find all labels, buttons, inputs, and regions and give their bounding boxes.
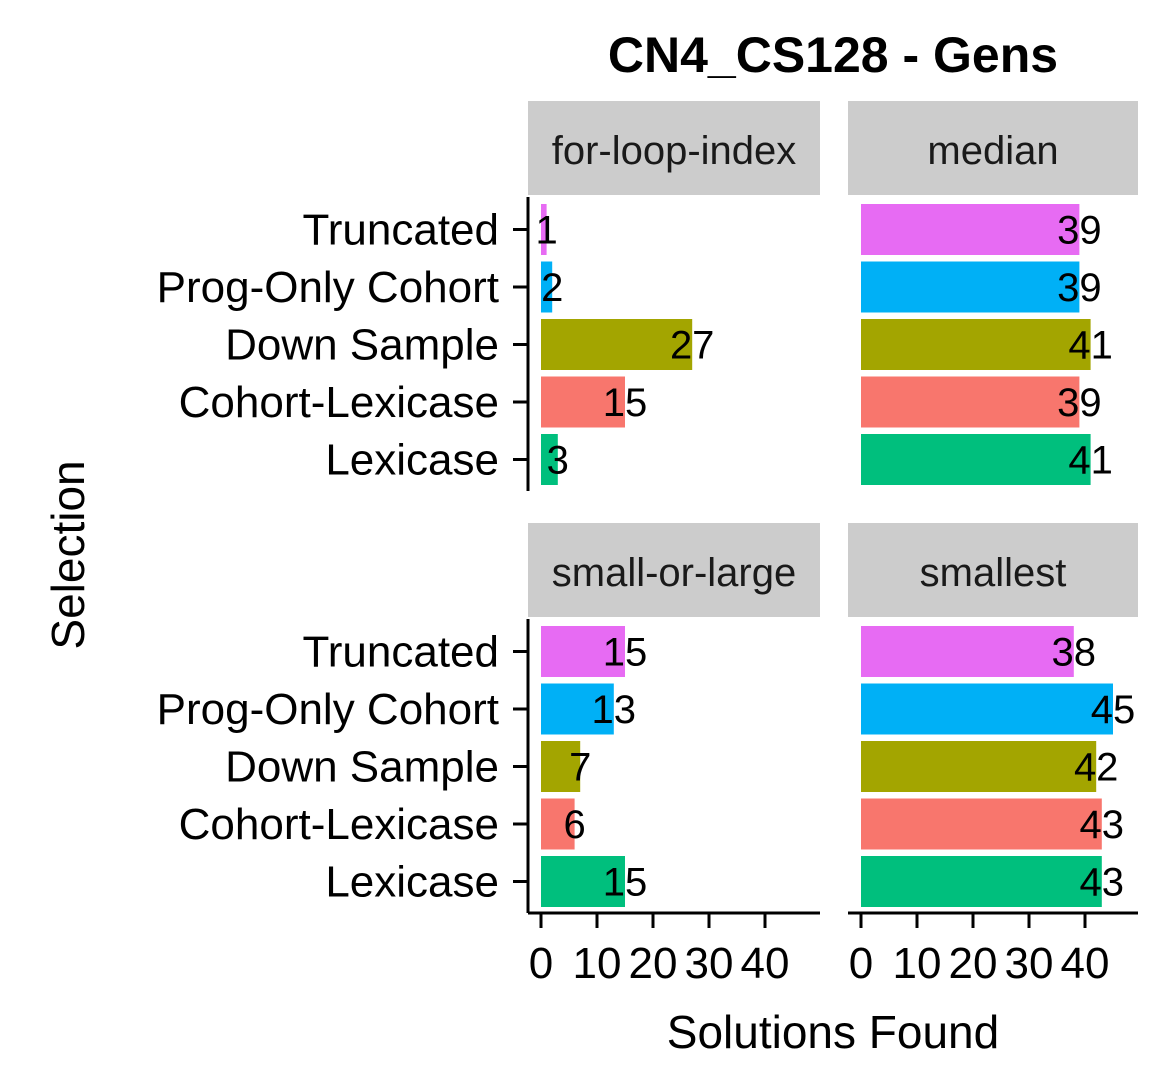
bar-value-label: 15 [603, 631, 648, 675]
bar-lexicase [861, 434, 1091, 485]
y-tick-label: Prog-Only Cohort [157, 263, 499, 312]
bar-value-label: 45 [1091, 688, 1136, 732]
x-tick-label: 20 [949, 939, 998, 988]
x-tick-label: 0 [849, 939, 873, 988]
bar-value-label: 27 [670, 324, 715, 368]
bar-cohort-lexicase [861, 376, 1080, 428]
y-tick-label: Lexicase [325, 858, 499, 907]
x-tick-label: 30 [1005, 939, 1054, 988]
facet-strip-background [848, 523, 1138, 617]
bar-value-label: 43 [1080, 803, 1125, 847]
bar-truncated [861, 626, 1074, 677]
bar-cohort-lexicase [541, 376, 625, 428]
facet-panel-median: median 39 39 41 39 41 [848, 101, 1138, 485]
facet-strip-label: smallest [920, 551, 1067, 595]
x-tick-label: 40 [1061, 939, 1110, 988]
bar-value-label: 13 [592, 688, 637, 732]
bar-value-label: 43 [1080, 861, 1125, 905]
bar-truncated [861, 204, 1080, 255]
bar-value-label: 15 [603, 381, 648, 425]
y-tick-label: Lexicase [325, 436, 499, 485]
bar-value-label: 39 [1057, 266, 1102, 310]
chart-title: CN4_CS128 - Gens [608, 27, 1058, 83]
bar-value-label: 38 [1052, 631, 1097, 675]
bar-prog-only-cohort [541, 683, 614, 735]
facet-panel-for-loop-index: for-loop-index 1 Truncated 2 Prog-Only Cohor… [157, 101, 820, 491]
bar-down-sample [541, 319, 693, 370]
bar-value-label: 7 [569, 746, 591, 790]
bar-down-sample [861, 319, 1091, 370]
y-tick-label: Truncated [303, 206, 499, 255]
bar-lexicase [861, 856, 1102, 907]
bar-value-label: 39 [1057, 381, 1102, 425]
facet-strip-background [848, 101, 1138, 195]
bar-value-label: 39 [1057, 209, 1102, 253]
x-tick-label: 20 [629, 939, 678, 988]
facet-strip-label: small-or-large [552, 551, 797, 595]
bar-value-label: 15 [603, 861, 648, 905]
bar-down-sample [861, 741, 1097, 792]
y-tick-label: Truncated [303, 628, 499, 677]
bar-prog-only-cohort [861, 261, 1080, 313]
bar-cohort-lexicase [861, 798, 1102, 850]
x-tick-label: 30 [685, 939, 734, 988]
facet-strip-background [528, 523, 820, 617]
bar-value-label: 42 [1074, 746, 1119, 790]
bar-prog-only-cohort [541, 261, 553, 313]
bar-cohort-lexicase [541, 798, 575, 850]
facet-panel-smallest: smallest 38 45 42 43 43 0 10 20 30 40 [848, 523, 1138, 988]
bar-value-label: 41 [1068, 439, 1113, 483]
facet-panels: for-loop-index 1 Truncated 2 Prog-Only Cohor… [157, 101, 1138, 988]
x-tick-label: 0 [529, 939, 553, 988]
facet-panel-small-or-large: small-or-large 15 Truncated 13 Prog-Only Coh… [157, 523, 820, 988]
bar-down-sample [541, 741, 581, 792]
x-axis-label: Solutions Found [667, 1006, 999, 1058]
bar-value-label: 6 [563, 803, 585, 847]
y-tick-label: Cohort-Lexicase [179, 378, 499, 427]
x-tick-label: 10 [573, 939, 622, 988]
x-tick-label: 10 [893, 939, 942, 988]
bar-value-label: 3 [547, 439, 569, 483]
bar-value-label: 2 [541, 266, 563, 310]
bar-lexicase [541, 434, 558, 485]
y-axis-label: Selection [42, 460, 94, 649]
bar-value-label: 1 [535, 209, 557, 253]
bar-prog-only-cohort [861, 683, 1113, 735]
x-tick-label: 40 [741, 939, 790, 988]
y-tick-label: Down Sample [225, 743, 499, 792]
y-tick-label: Prog-Only Cohort [157, 685, 499, 734]
bar-value-label: 41 [1068, 324, 1113, 368]
bar-truncated [541, 204, 547, 255]
facet-strip-label: for-loop-index [552, 129, 797, 173]
facet-strip-label: median [927, 129, 1058, 173]
facet-strip-background [528, 101, 820, 195]
bar-truncated [541, 626, 625, 677]
y-tick-label: Down Sample [225, 321, 499, 370]
bar-lexicase [541, 856, 625, 907]
y-tick-label: Cohort-Lexicase [179, 800, 499, 849]
